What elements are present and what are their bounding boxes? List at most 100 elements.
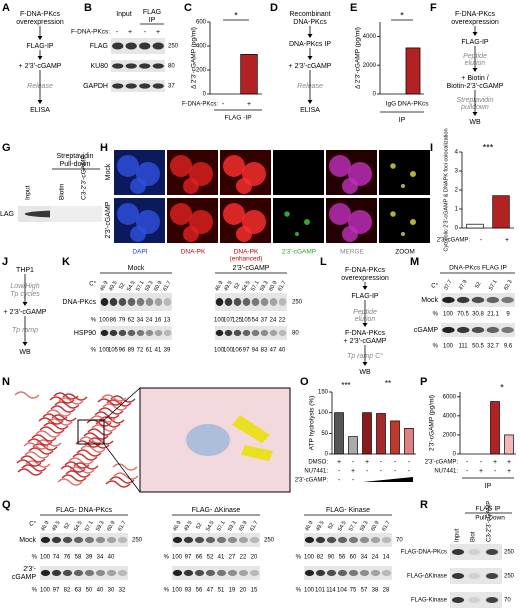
- cell: [401, 184, 405, 188]
- y-tick-label: 400: [196, 44, 207, 50]
- panel-label: C: [184, 2, 192, 14]
- temp: 57.1: [84, 520, 95, 532]
- label: GAPDH: [83, 83, 108, 90]
- y-tick-label: 100: [318, 410, 329, 416]
- cell: [295, 232, 299, 236]
- band: [40, 569, 51, 577]
- step: + 2'3'-cGAMP: [289, 63, 332, 70]
- helix: [58, 397, 84, 405]
- label: NU7441:: [304, 469, 328, 475]
- value: 13: [164, 318, 171, 324]
- value: 39: [86, 555, 93, 561]
- step: FLAG-IP: [26, 43, 54, 50]
- panel-label: O: [300, 376, 309, 388]
- arrow-head: [472, 68, 478, 72]
- band: [145, 329, 154, 337]
- band: [501, 326, 514, 334]
- temp: 46.9: [304, 520, 315, 532]
- temp: 60.9: [268, 280, 279, 292]
- blot: [111, 38, 165, 54]
- value: 54: [252, 318, 259, 324]
- step: Recombinant: [289, 11, 330, 18]
- band: [62, 536, 73, 544]
- band: [183, 569, 194, 577]
- label: 2'3'-cGAMP: [233, 265, 270, 272]
- label: -: [338, 468, 341, 475]
- temp: 54.5: [241, 280, 252, 292]
- band: [238, 569, 249, 577]
- panel-label: B: [84, 2, 92, 14]
- label: +: [505, 237, 509, 244]
- helix: [69, 466, 95, 474]
- band: [205, 536, 216, 544]
- helix: [51, 414, 77, 422]
- helix: [50, 405, 76, 413]
- band: [51, 569, 62, 577]
- band: [136, 329, 145, 337]
- label: Mock: [128, 265, 145, 272]
- value: 47: [270, 348, 277, 354]
- helix: [62, 393, 88, 401]
- label: *: [234, 10, 238, 20]
- label: FLAG- Kinase: [326, 507, 370, 514]
- label: *: [500, 382, 504, 392]
- value: 96: [119, 348, 126, 354]
- cell: [223, 155, 245, 177]
- helix: [24, 451, 50, 459]
- value: 75: [350, 588, 357, 594]
- label: DNA-PKcs FLAG IP: [449, 265, 507, 272]
- value: 41: [155, 348, 162, 354]
- label: -: [466, 459, 469, 466]
- band: [442, 296, 455, 304]
- band: [370, 569, 381, 577]
- value: 114: [326, 588, 336, 594]
- panel-label: R: [420, 499, 428, 511]
- band: [109, 298, 118, 306]
- helix: [99, 416, 125, 424]
- value: 16: [155, 318, 162, 324]
- band: [468, 597, 480, 603]
- helix: [68, 457, 94, 465]
- helix: [88, 437, 114, 445]
- temp: 59.3: [227, 520, 238, 532]
- label: FLAG: [0, 211, 14, 218]
- label: 250: [168, 44, 179, 50]
- value: 14: [383, 555, 390, 561]
- helix: [32, 443, 58, 451]
- helix: [105, 480, 131, 488]
- band: [227, 569, 238, 577]
- value: 19: [229, 588, 236, 594]
- temp: 57.1: [250, 280, 261, 292]
- band: [109, 329, 118, 337]
- step: FLAG-IP: [351, 293, 379, 300]
- bar: [376, 413, 386, 455]
- band: [106, 569, 117, 577]
- panel-label: D: [270, 2, 278, 14]
- cell: [117, 203, 139, 225]
- label: -: [394, 468, 397, 475]
- value: 100: [99, 348, 110, 354]
- band: [326, 569, 337, 577]
- band: [315, 536, 326, 544]
- blot: [40, 533, 128, 547]
- cell: [183, 178, 199, 194]
- blot: [111, 80, 165, 92]
- label: ***: [483, 142, 494, 152]
- band: [139, 83, 151, 89]
- bar: [404, 428, 414, 455]
- label: -: [366, 468, 369, 475]
- temp: 61.7: [381, 520, 392, 532]
- cell: [401, 232, 405, 236]
- blot: [50, 206, 102, 222]
- label: 2'3'-cGAMP:: [437, 238, 471, 244]
- band: [381, 569, 392, 577]
- temp: 59.3: [144, 280, 155, 292]
- label: NU7441:: [434, 469, 458, 475]
- value: 100: [304, 588, 315, 594]
- band: [112, 42, 124, 50]
- label: C°: [431, 284, 438, 290]
- helix: [95, 420, 121, 428]
- band: [136, 298, 145, 306]
- label: MERGE: [340, 249, 365, 256]
- sheet: [232, 415, 270, 443]
